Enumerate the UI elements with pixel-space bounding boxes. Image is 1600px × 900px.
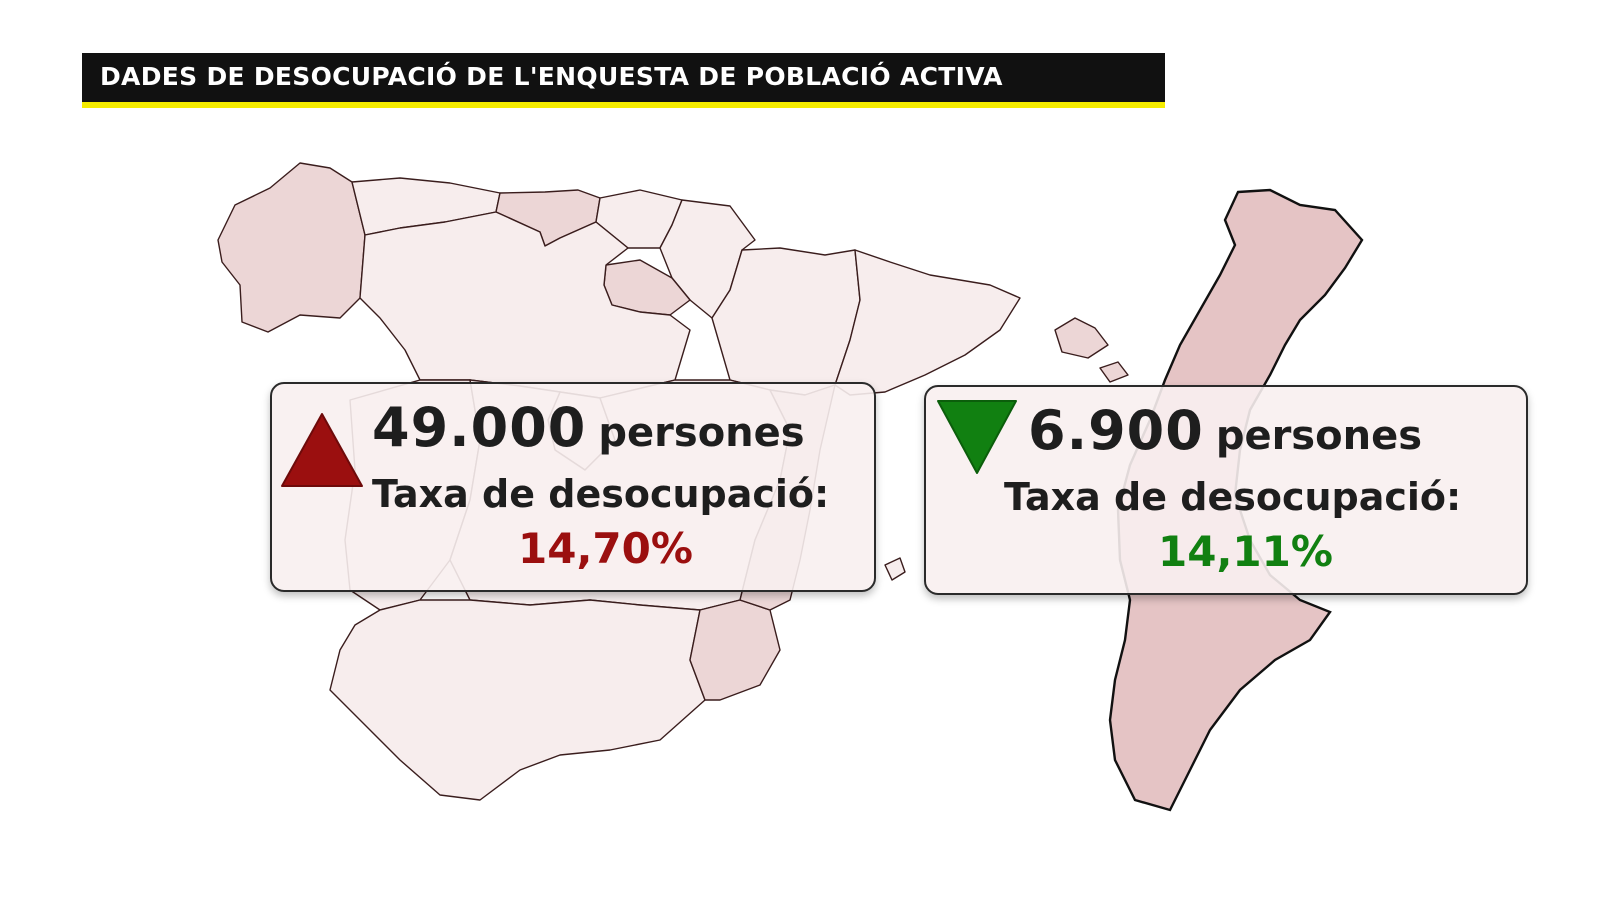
spain-rate-label: Taxa de desocupació: <box>372 472 830 516</box>
triangle-up-icon <box>281 413 363 487</box>
region-catalonia <box>834 249 1021 396</box>
spain-count-value: 49.000 <box>372 396 587 459</box>
valencia-rate-label: Taxa de desocupació: <box>1004 475 1462 519</box>
spain-count-unit: persones <box>598 410 805 456</box>
region-andalucia <box>329 599 706 801</box>
region-mallorca <box>1054 317 1109 359</box>
region-menorca <box>1099 361 1129 383</box>
title-bar: DADES DE DESOCUPACIÓ DE L'ENQUESTA DE PO… <box>82 53 1165 108</box>
valencia-unemployed-count: 6.900 persones <box>1028 399 1422 462</box>
region-galicia <box>217 162 366 333</box>
spain-unemployed-count: 49.000 persones <box>372 396 805 459</box>
spain-rate-value: 14,70% <box>518 524 693 573</box>
valencia-rate-value: 14,11% <box>1158 527 1333 576</box>
valencia-count-unit: persones <box>1215 413 1423 459</box>
valencia-stats-card: 6.900 persones Taxa de desocupació: 14,11… <box>924 385 1528 595</box>
triangle-down-icon <box>937 400 1017 474</box>
region-murcia <box>689 599 781 701</box>
spain-stats-card: 49.000 persones Taxa de desocupació: 14,7… <box>270 382 876 592</box>
region-ibiza <box>884 557 906 581</box>
valencia-count-value: 6.900 <box>1028 399 1204 462</box>
page-title: DADES DE DESOCUPACIÓ DE L'ENQUESTA DE PO… <box>100 62 1003 91</box>
